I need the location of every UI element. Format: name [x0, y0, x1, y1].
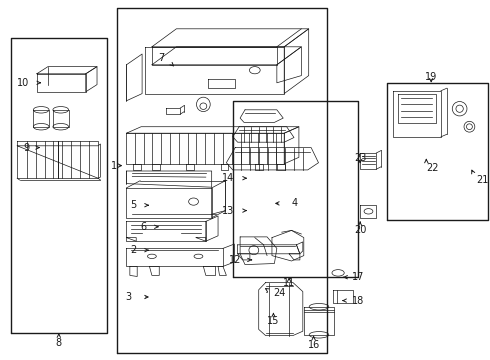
Text: 20: 20 — [354, 225, 367, 235]
Text: 14: 14 — [221, 173, 234, 183]
Text: 18: 18 — [352, 296, 364, 306]
Text: 5: 5 — [130, 200, 136, 210]
Text: 16: 16 — [308, 340, 319, 350]
Text: 21: 21 — [476, 175, 489, 185]
Text: 4: 4 — [292, 198, 297, 208]
Text: 22: 22 — [426, 163, 439, 174]
Text: 15: 15 — [267, 316, 280, 326]
Text: 6: 6 — [140, 222, 146, 232]
Text: 24: 24 — [273, 288, 286, 298]
Text: 23: 23 — [354, 153, 367, 163]
Text: 10: 10 — [17, 78, 29, 88]
Text: 2: 2 — [130, 245, 136, 255]
Text: 8: 8 — [56, 338, 62, 348]
Text: 1: 1 — [110, 161, 117, 171]
Text: 13: 13 — [221, 206, 234, 216]
Text: 3: 3 — [125, 292, 131, 302]
Text: 7: 7 — [158, 53, 164, 63]
Text: 19: 19 — [425, 72, 437, 82]
Text: 9: 9 — [24, 143, 29, 153]
Text: 11: 11 — [283, 278, 295, 288]
Text: 17: 17 — [352, 272, 364, 282]
Text: 12: 12 — [229, 255, 241, 265]
